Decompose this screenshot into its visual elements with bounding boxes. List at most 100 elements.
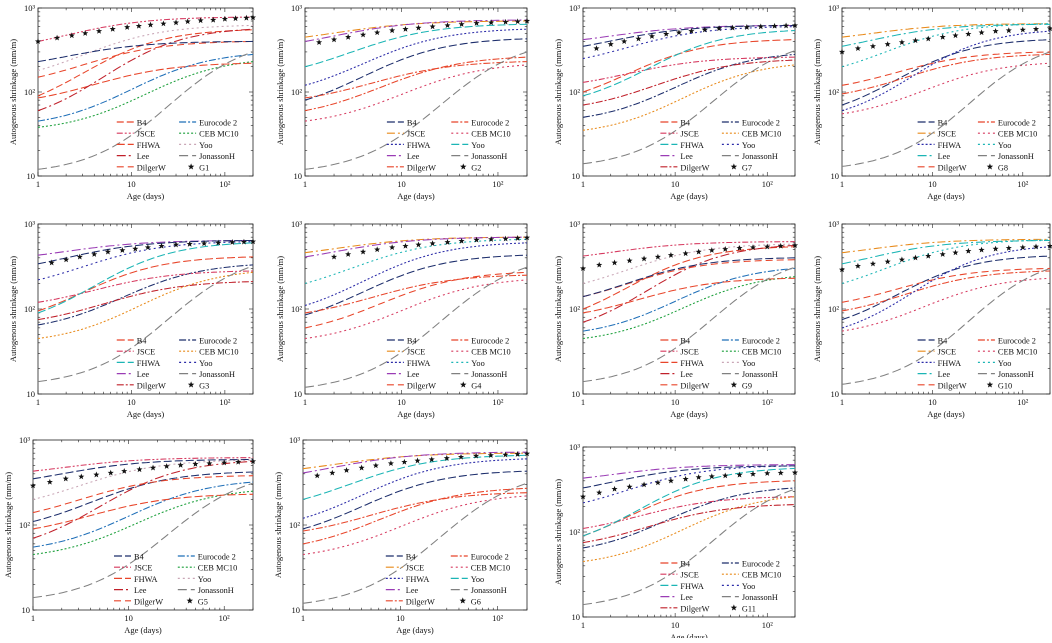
axis-ticks xyxy=(304,223,528,395)
x-tick-label: 1 xyxy=(36,179,40,189)
series-line-ceb-mc10 xyxy=(305,279,527,340)
legend-label: Yoo xyxy=(198,575,211,584)
y-tick-label: 10 xyxy=(27,389,36,399)
star-marker xyxy=(343,467,350,473)
star-marker xyxy=(978,246,985,253)
series-line-jsce xyxy=(842,238,1050,254)
series-line-fhwa xyxy=(33,493,253,530)
experimental-markers xyxy=(314,450,531,479)
legend: B4 Eurocode 2 JSCE CEB MC10 FHWA Yoo Lee Jonass… xyxy=(386,337,511,390)
series-line-ceb-mc10 xyxy=(38,271,253,340)
series-line-dilgerw xyxy=(583,59,795,106)
star-marker xyxy=(952,249,959,256)
star-marker xyxy=(93,471,100,478)
star-marker xyxy=(1019,26,1026,33)
experimental-markers xyxy=(579,242,799,272)
x-tick-label: 10 xyxy=(396,613,405,623)
series-line-jsce xyxy=(583,496,795,530)
legend-label: JSCE xyxy=(938,130,956,139)
legend-label: JSCE xyxy=(407,130,425,139)
star-marker xyxy=(514,235,521,241)
legend-label: CEB MC10 xyxy=(742,571,781,580)
series-line-jsce xyxy=(305,20,527,38)
legend-label: Eurocode 2 xyxy=(471,553,509,562)
star-marker xyxy=(197,17,204,24)
legend-label: FHWA xyxy=(938,141,962,150)
legend-label: CEB MC10 xyxy=(998,130,1037,139)
experimental-markers xyxy=(34,14,257,45)
legend-label: Yoo xyxy=(742,582,755,591)
x-tick-label: 10² xyxy=(762,620,774,630)
series-line-eurocode-2 xyxy=(33,481,253,548)
series-line-fhwa xyxy=(303,458,527,519)
series-line-dilgerw xyxy=(842,51,1050,86)
legend-label: JonassonH xyxy=(998,370,1034,379)
y-tick-label: 10 xyxy=(831,389,840,399)
star-marker xyxy=(635,35,642,42)
series-line-b4 xyxy=(842,39,1050,106)
series-line-b4 xyxy=(583,246,795,310)
x-axis-title: Age (days) xyxy=(670,191,708,201)
series-line-dilgerw xyxy=(38,281,253,321)
star-marker xyxy=(172,241,180,248)
legend-label: G10 xyxy=(998,381,1012,390)
star-marker xyxy=(147,21,154,28)
star-marker xyxy=(95,27,103,34)
legend: B4 Eurocode 2 JSCE CEB MC10 FHWA Yoo Lee Jonass… xyxy=(116,337,239,390)
star-marker xyxy=(107,469,114,476)
x-tick-label: 1 xyxy=(840,179,844,189)
legend-label: G11 xyxy=(742,604,756,613)
star-marker xyxy=(925,252,932,259)
star-marker xyxy=(869,43,876,49)
legend-label: CEB MC10 xyxy=(998,348,1037,357)
series-line-navy xyxy=(583,465,795,489)
series-line-fhwa xyxy=(305,242,527,306)
series-line-dilgerw xyxy=(303,487,527,545)
star-marker xyxy=(29,482,37,489)
series-line-jsce xyxy=(583,56,795,83)
star-marker xyxy=(764,470,771,476)
series-line-b4 xyxy=(842,255,1050,321)
experimental-markers xyxy=(316,17,531,45)
star-marker xyxy=(925,35,932,42)
star-marker xyxy=(965,247,972,254)
series-line-eurocode-2 xyxy=(305,61,527,99)
axis-ticks xyxy=(841,223,1051,395)
y-tick-label: 10³ xyxy=(828,3,840,13)
legend-label: CEB MC10 xyxy=(742,348,781,357)
legend-marker-star xyxy=(460,163,467,170)
legend-label: DilgerW xyxy=(137,381,166,390)
legend-label: FHWA xyxy=(137,359,161,368)
legend-label: DilgerW xyxy=(406,597,435,606)
legend-label: JonassonH xyxy=(199,370,235,379)
legend: B4 Eurocode 2 JSCE CEB MC10 FHWA Yoo Lee Jonass… xyxy=(660,560,781,613)
series-line-lee xyxy=(305,236,527,258)
star-marker xyxy=(402,242,409,249)
legend-label: JonassonH xyxy=(198,586,234,595)
series-group xyxy=(842,238,1050,385)
legend-marker-star xyxy=(460,381,467,388)
star-marker xyxy=(360,248,367,255)
x-axis-title: Age (days) xyxy=(127,191,165,201)
series-line-navy xyxy=(33,458,253,480)
x-axis-title: Age (days) xyxy=(670,632,708,638)
y-axis-title: Autogenous shrinkage (mm/m) xyxy=(8,39,18,145)
legend-label: JSCE xyxy=(680,130,698,139)
plot-frame xyxy=(302,439,528,611)
star-marker xyxy=(701,26,708,33)
y-tick-label: 10³ xyxy=(569,442,581,452)
legend-label: JSCE xyxy=(134,564,152,573)
legend-label: G9 xyxy=(742,381,752,390)
series-line-navy xyxy=(583,24,795,47)
star-marker xyxy=(791,22,799,29)
y-tick-label: 10² xyxy=(291,304,303,314)
star-marker xyxy=(1019,244,1026,251)
experimental-markers xyxy=(838,25,1052,55)
star-marker xyxy=(124,24,131,30)
series-line-lee xyxy=(38,28,253,112)
legend-label: B4 xyxy=(938,119,949,128)
star-marker xyxy=(389,27,396,34)
